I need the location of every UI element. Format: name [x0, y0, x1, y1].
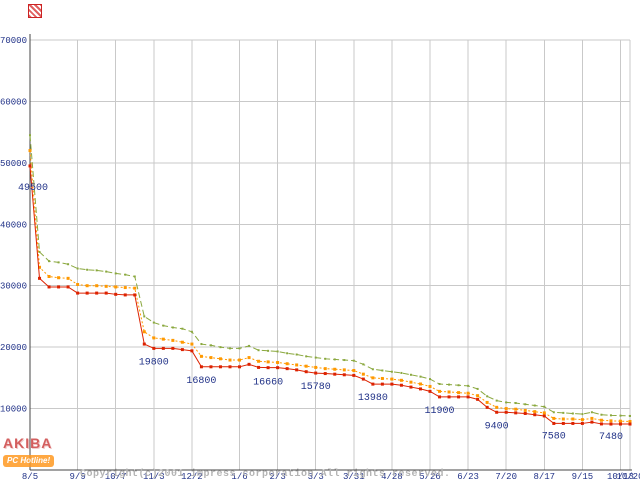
svg-text:11/3: 11/3 — [143, 472, 165, 480]
svg-text:16660: 16660 — [253, 378, 283, 389]
akiba-logo: AKIBA PC Hotline! — [3, 435, 79, 468]
akiba-logo-text: AKIBA — [3, 435, 53, 451]
svg-text:10000: 10000 — [0, 405, 27, 415]
svg-text:12/2: 12/2 — [181, 472, 203, 480]
svg-text:16800: 16800 — [186, 376, 216, 387]
svg-text:19800: 19800 — [139, 357, 169, 368]
svg-text:9400: 9400 — [485, 421, 509, 432]
svg-text:6/23: 6/23 — [457, 472, 479, 480]
svg-text:30000: 30000 — [0, 282, 27, 292]
svg-text:10/20: 10/20 — [616, 472, 640, 480]
svg-text:8/17: 8/17 — [533, 472, 555, 480]
svg-text:5/26: 5/26 — [419, 472, 441, 480]
svg-text:7480: 7480 — [599, 432, 623, 443]
svg-text:9/15: 9/15 — [572, 472, 594, 480]
svg-text:10/13: 10/13 — [607, 472, 634, 480]
svg-text:50000: 50000 — [0, 159, 27, 169]
svg-text:9/9: 9/9 — [70, 472, 86, 480]
svg-text:15780: 15780 — [301, 382, 331, 393]
chart-corner-icon — [28, 4, 42, 18]
svg-text:2/3: 2/3 — [270, 472, 286, 480]
copyright-line: Copyright(c)2001 impress corporation All… — [80, 469, 451, 480]
svg-text:11900: 11900 — [425, 406, 455, 417]
svg-text:70000: 70000 — [0, 36, 27, 46]
svg-text:4/28: 4/28 — [381, 472, 403, 480]
copyright-watermark: Copyright(c)2001 impress corporation All… — [80, 437, 451, 480]
pc-hotline-badge: PC Hotline! — [3, 455, 55, 467]
svg-text:49500: 49500 — [18, 183, 48, 194]
svg-text:8/5: 8/5 — [22, 472, 38, 480]
svg-text:40000: 40000 — [0, 220, 27, 230]
svg-text:7/20: 7/20 — [495, 472, 517, 480]
svg-text:10/7: 10/7 — [105, 472, 127, 480]
svg-text:7580: 7580 — [542, 431, 566, 442]
svg-text:3/31: 3/31 — [343, 472, 365, 480]
svg-text:1/6: 1/6 — [231, 472, 247, 480]
svg-text:20000: 20000 — [0, 343, 27, 353]
svg-text:3/3: 3/3 — [308, 472, 324, 480]
svg-text:13980: 13980 — [358, 393, 388, 404]
svg-text:60000: 60000 — [0, 97, 27, 107]
